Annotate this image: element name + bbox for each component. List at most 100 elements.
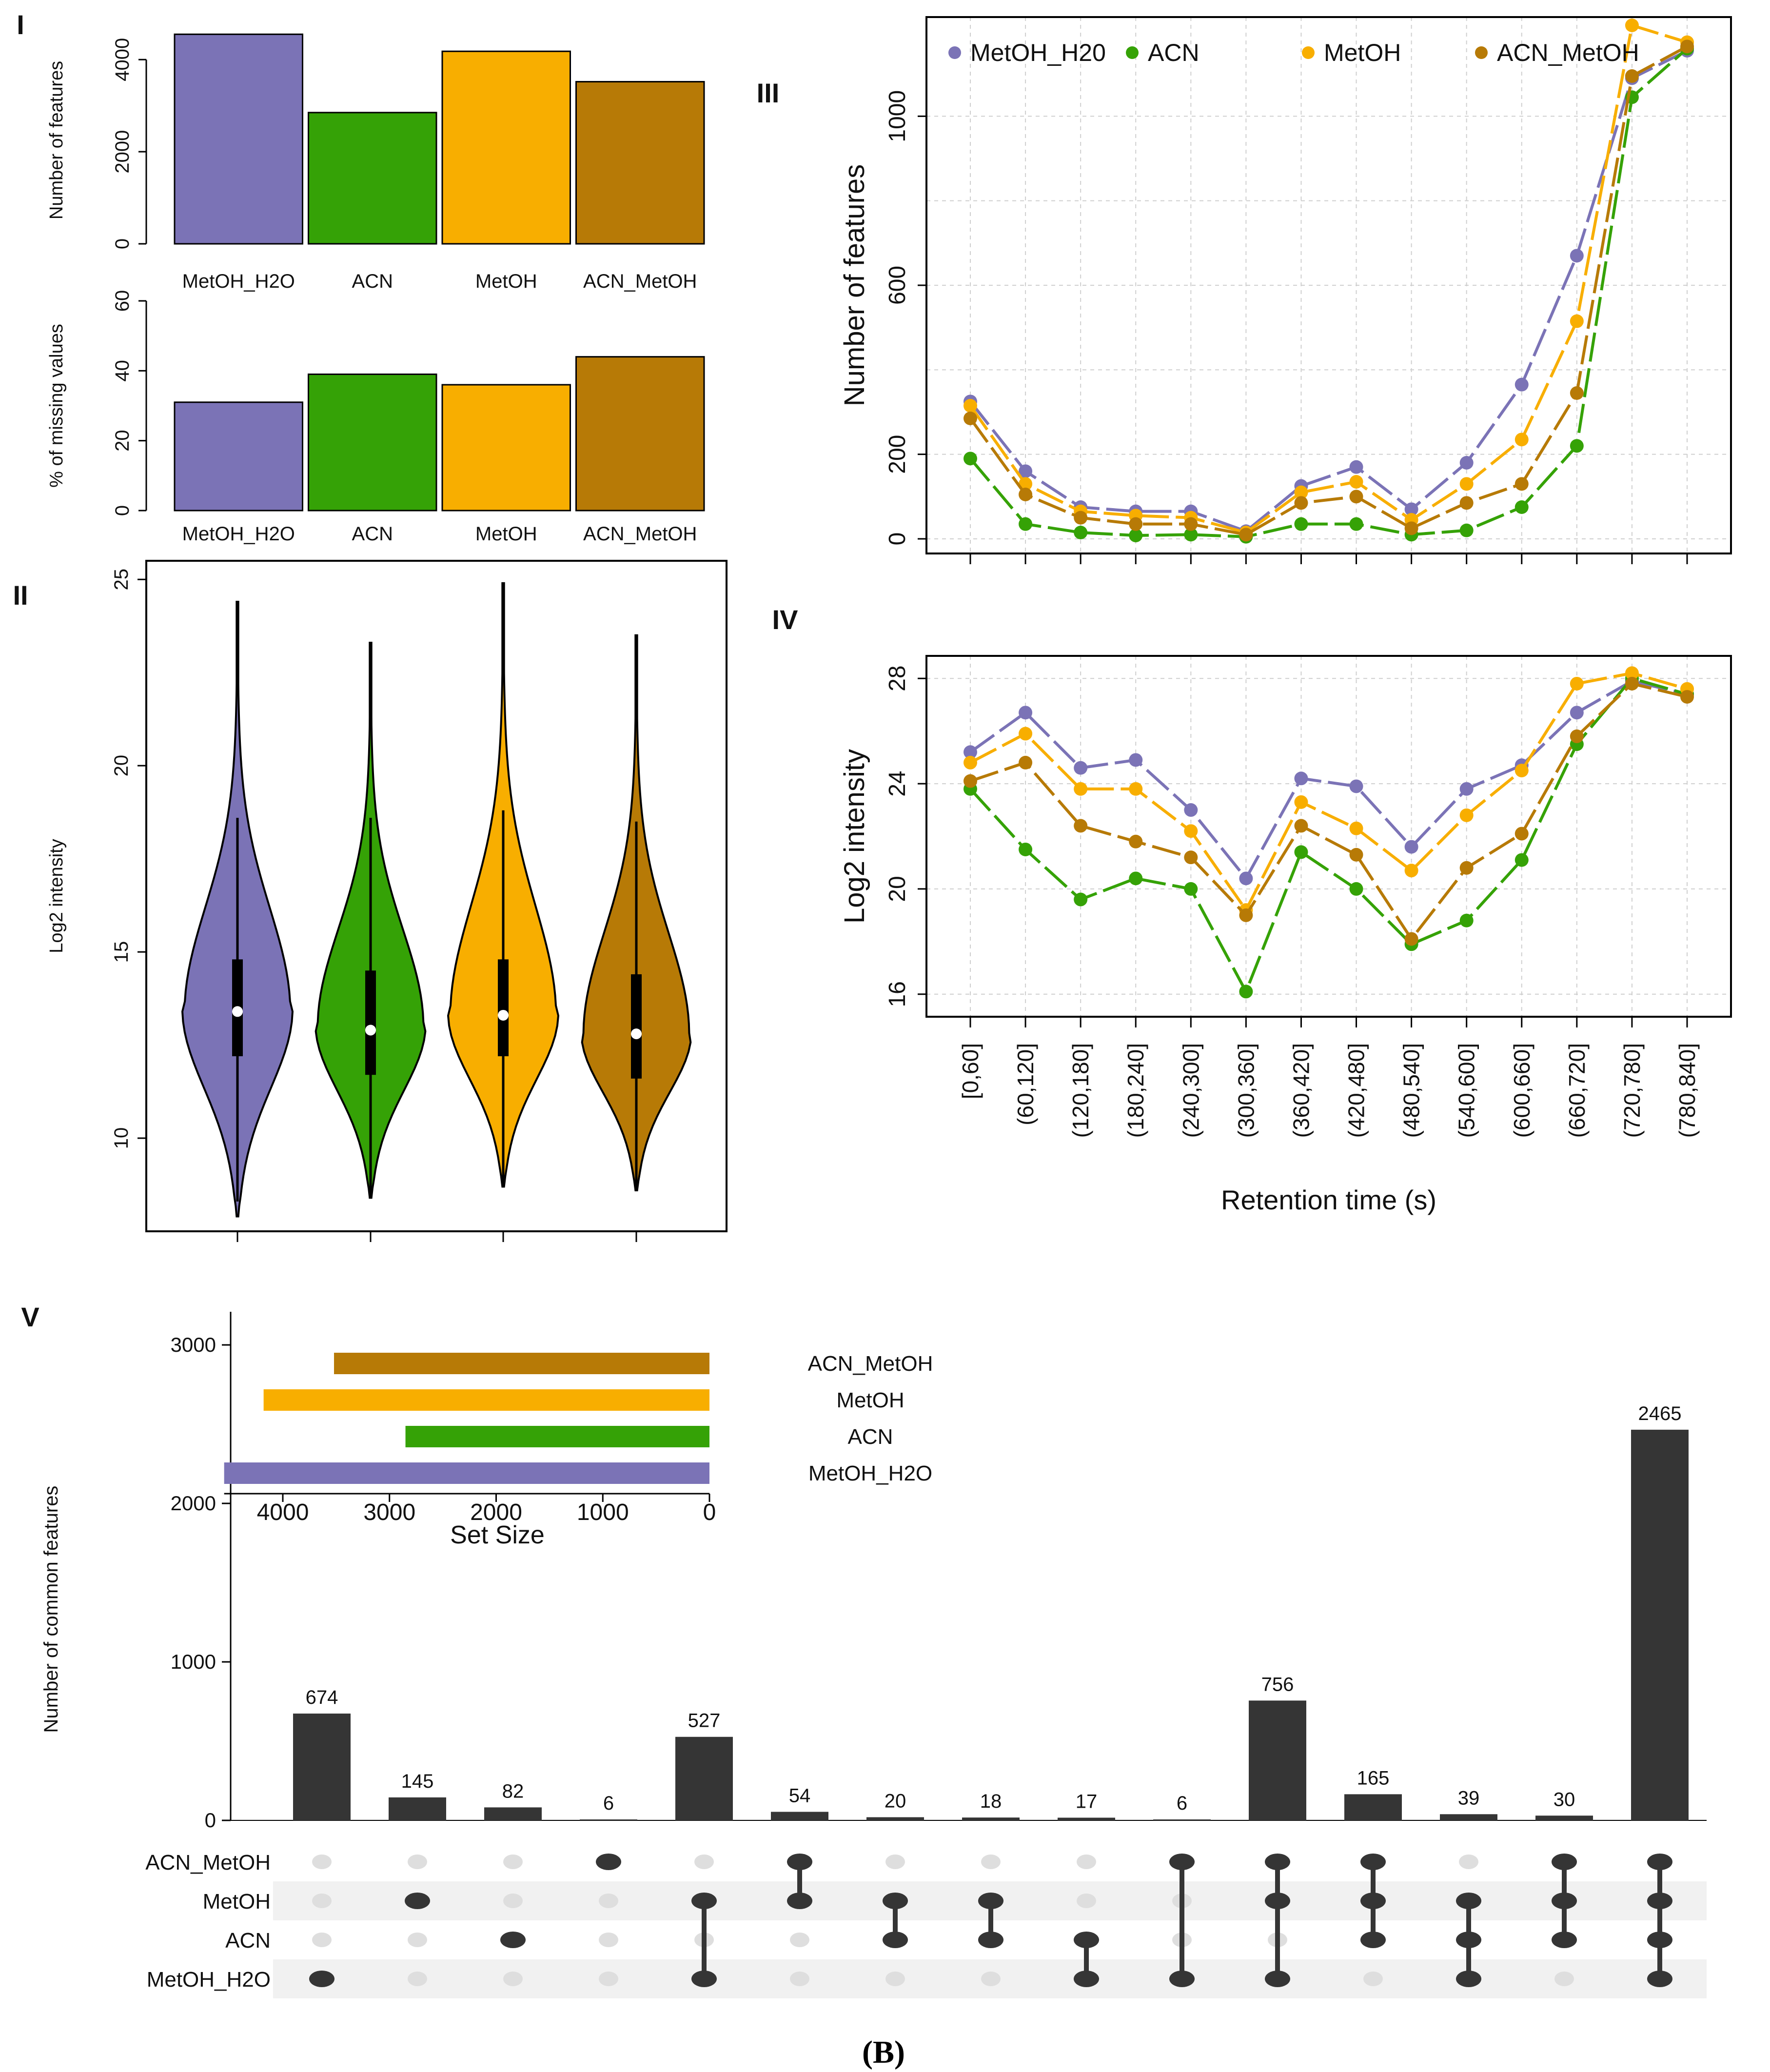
data-point-acn (1459, 913, 1474, 927)
data-point-acn-metoh (964, 774, 977, 788)
violin-median-dot (365, 1025, 376, 1036)
data-point-acn (964, 452, 977, 466)
matrix-dot-inactive (599, 1933, 618, 1947)
x-tick-label: (180,240] (1123, 1043, 1148, 1138)
y-axis-label: Log2 intensity (46, 839, 67, 953)
y-tick-label: 0 (112, 238, 133, 249)
matrix-set-label: MetOH_H2O (147, 1968, 271, 1992)
legend-marker-acn (1126, 46, 1139, 59)
intersection-bar (866, 1817, 924, 1820)
bar-metoh (441, 384, 571, 512)
x-tick-label: (120,180] (1068, 1043, 1093, 1138)
data-point-metoh-h2o (1294, 771, 1308, 786)
data-point-acn-metoh (1239, 908, 1253, 922)
intersection-bar (1344, 1794, 1402, 1820)
matrix-dot-inactive (1459, 1855, 1478, 1869)
set-size-tick-label: 2000 (470, 1500, 522, 1525)
x-tick-label: (600,660] (1509, 1043, 1534, 1138)
intersection-bar (1058, 1817, 1115, 1820)
series-line-metoh (969, 671, 1688, 913)
legend-label: MetOH (1324, 39, 1401, 66)
panel-v-upset-plot: V 0 1000 2000 3000 Number of common features 6… (21, 1302, 1707, 1998)
matrix-dot-inactive (1077, 1894, 1096, 1908)
data-point-metoh-h2o (1239, 871, 1253, 886)
intersection-count-label: 39 (1458, 1787, 1480, 1809)
data-point-acn (1019, 842, 1033, 856)
intersection-count-label: 18 (980, 1791, 1002, 1812)
intersection-bar (293, 1713, 351, 1820)
intersection-bar (580, 1819, 637, 1820)
set-size-tick-label: 4000 (257, 1500, 309, 1525)
y-tick-label: 1000 (885, 90, 910, 142)
data-point-acn (1349, 517, 1363, 531)
matrix-dot-inactive (1363, 1972, 1383, 1986)
y-tick-label: 2000 (171, 1492, 216, 1515)
data-point-acn (1019, 517, 1033, 531)
legend-label: ACN (1148, 39, 1200, 66)
data-point-metoh (1184, 824, 1198, 838)
matrix-dot-inactive (1077, 1855, 1096, 1869)
x-tick-label: [0,60] (958, 1043, 983, 1099)
panel-i-top-bar-chart: 0 2000 4000 Number of features MetOH_H2O ACN M… (17, 9, 705, 292)
bar-acn-metoh (575, 356, 705, 512)
violin-iqr-box (498, 959, 509, 1056)
x-tick-label: (300,360] (1233, 1043, 1259, 1138)
data-point-metoh-h2o (964, 745, 977, 759)
intersection-count-label: 527 (688, 1710, 721, 1732)
data-point-metoh-h2o (1019, 706, 1033, 720)
data-point-metoh (1129, 782, 1143, 796)
legend-marker-metoh (1302, 46, 1315, 59)
intersection-bar (962, 1817, 1020, 1820)
data-point-acn-metoh (1129, 834, 1143, 849)
matrix-dot-inactive (312, 1855, 332, 1869)
set-size-bar-metoh-h2o (224, 1462, 709, 1484)
intersection-count-label: 756 (1261, 1674, 1294, 1695)
data-point-metoh-h2o (1129, 753, 1143, 767)
y-tick-label: 0 (205, 1809, 216, 1832)
matrix-set-label: ACN_MetOH (145, 1851, 271, 1875)
legend-label: ACN_MetOH (1497, 39, 1639, 66)
data-point-acn-metoh (1019, 755, 1033, 770)
matrix-dot-inactive (981, 1855, 1001, 1869)
series-line-acn-metoh (970, 682, 1688, 942)
matrix-dot-inactive (790, 1972, 809, 1986)
y-tick-label: 25 (111, 569, 132, 591)
x-tick-label: ACN (352, 523, 393, 545)
data-point-metoh-h2o (1074, 761, 1088, 775)
data-point-metoh (1074, 782, 1088, 796)
data-point-metoh-h2o (1514, 377, 1529, 392)
set-size-bar-metoh (263, 1389, 709, 1411)
data-point-acn-metoh (1239, 528, 1253, 542)
panel-label-ii: II (13, 580, 28, 611)
y-tick-label: 600 (885, 266, 910, 305)
data-point-metoh (1514, 764, 1529, 778)
data-point-acn (1349, 882, 1363, 896)
data-point-metoh (1294, 795, 1308, 809)
matrix-dot-inactive (312, 1933, 332, 1947)
data-point-acn (1514, 853, 1529, 867)
data-point-acn-metoh (1129, 517, 1143, 531)
matrix-dot-inactive (312, 1894, 332, 1908)
data-point-acn-metoh (1404, 932, 1418, 946)
data-point-acn-metoh (1459, 496, 1474, 510)
x-tick-label: MetOH_H2O (182, 271, 295, 292)
x-tick-label: (720,780] (1619, 1043, 1645, 1138)
x-tick-label: (240,300] (1178, 1043, 1203, 1138)
legend-label: MetOH_H20 (970, 39, 1106, 66)
data-point-acn-metoh (1404, 521, 1418, 535)
data-point-metoh-h2o (1570, 249, 1584, 263)
data-point-metoh (1459, 808, 1474, 822)
data-point-acn (1129, 529, 1143, 543)
data-point-metoh (1294, 485, 1308, 499)
y-tick-label: 40 (112, 360, 133, 382)
data-point-acn-metoh (1019, 488, 1033, 501)
y-tick-label: 20 (111, 755, 132, 777)
series-line-acn (969, 47, 1688, 538)
matrix-dot-inactive (1554, 1972, 1574, 1986)
x-tick-label: (480,540] (1399, 1043, 1424, 1138)
panel-i-bottom-bar-chart: 0 20 40 60 % of missing values MetOH_H2O ACN Me… (46, 290, 705, 545)
figure-caption: (B) (862, 2034, 905, 2070)
y-tick-label: 200 (885, 435, 910, 474)
matrix-dot-inactive (408, 1972, 427, 1986)
matrix-dot-inactive (790, 1933, 809, 1947)
